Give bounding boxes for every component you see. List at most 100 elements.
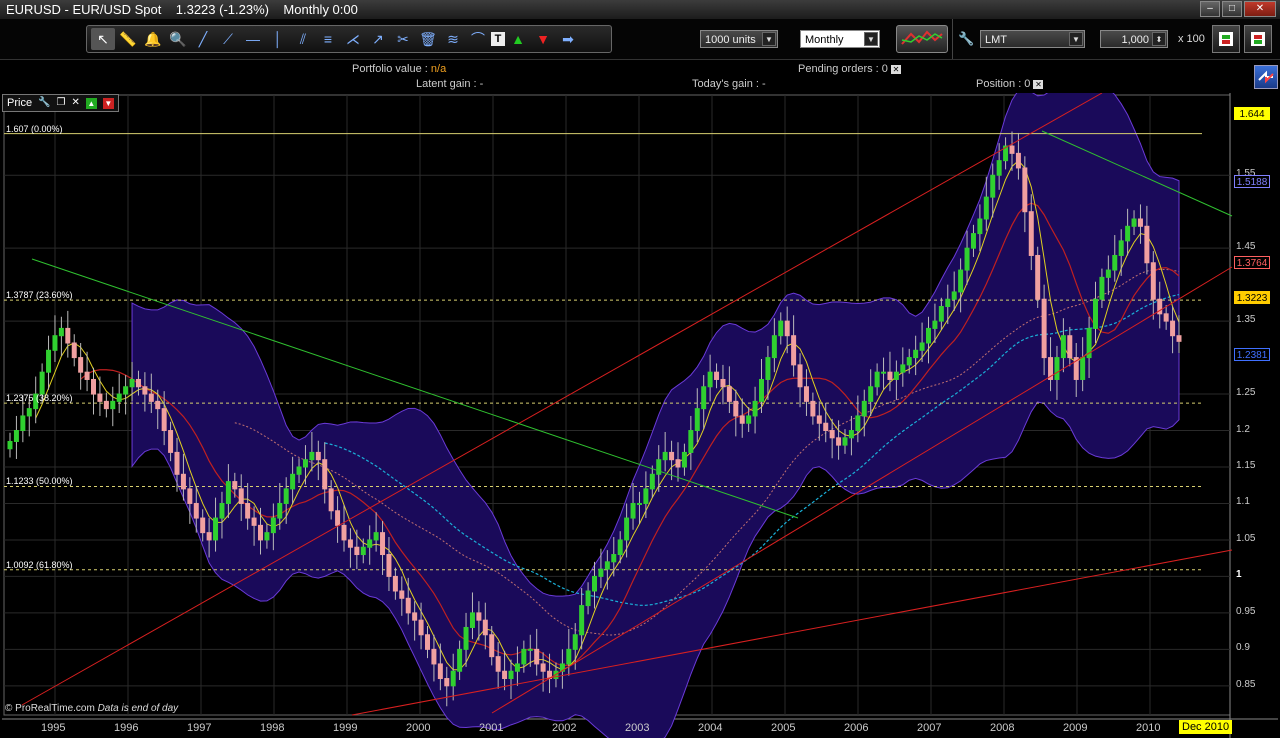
candle xyxy=(20,415,26,432)
time-tick-label: 1997 xyxy=(187,722,212,734)
fibonacci-arc-tool[interactable]: ⌒ xyxy=(471,31,485,47)
close-icon[interactable]: ✕ xyxy=(1033,80,1044,89)
candle xyxy=(123,386,129,395)
buy-order-button[interactable] xyxy=(1212,25,1240,53)
chevron-down-icon[interactable]: ▼ xyxy=(1069,32,1083,46)
candle xyxy=(219,502,225,519)
ray-tool[interactable]: ⟋ xyxy=(223,30,233,47)
move-up-icon[interactable]: ▲ xyxy=(85,97,97,109)
candle xyxy=(803,386,809,402)
price-tick-label: 0.85 xyxy=(1236,678,1256,690)
candle xyxy=(1060,335,1066,359)
price-tick-label: 1.15 xyxy=(1236,460,1256,471)
chevron-down-icon[interactable]: ▼ xyxy=(864,32,878,46)
candle xyxy=(630,502,636,519)
candle xyxy=(148,393,154,402)
candle xyxy=(1099,276,1105,300)
stepper-icon[interactable]: ⬍ xyxy=(1152,32,1166,46)
candle xyxy=(1118,240,1124,256)
fibonacci-tool[interactable]: ≡ xyxy=(323,31,333,47)
candle xyxy=(328,488,334,512)
candle xyxy=(1054,357,1060,380)
title-bar: EURUSD - EUR/USD Spot 1.3223 (-1.23%) Mo… xyxy=(0,0,1280,19)
more-tool[interactable]: ➡ xyxy=(562,30,574,47)
candle xyxy=(893,371,899,380)
amount-stepper[interactable]: 1,000 ⬍ xyxy=(1100,30,1168,48)
candle xyxy=(1170,320,1176,337)
delete-tool[interactable]: 🗑 xyxy=(419,30,437,47)
candle xyxy=(1086,327,1092,359)
candle xyxy=(78,357,84,373)
candle xyxy=(135,378,141,388)
channel-tool[interactable]: ⫽ xyxy=(299,30,307,47)
alert-tool[interactable]: 🔔 xyxy=(144,30,162,47)
candle xyxy=(71,342,77,359)
close-icon[interactable]: ✕ xyxy=(1244,1,1276,17)
candle xyxy=(1144,225,1150,264)
pointer-tool[interactable]: ↖ xyxy=(91,28,115,50)
order-type-select[interactable]: LMT ▼ xyxy=(980,30,1085,48)
line-tool[interactable]: ╱ xyxy=(198,30,208,47)
time-tick-label: 2006 xyxy=(844,722,869,734)
buy-arrow-tool[interactable]: ▲ xyxy=(511,31,525,47)
candle xyxy=(566,648,572,665)
latent-gain: Latent gain : - xyxy=(416,78,484,90)
candle xyxy=(964,247,970,271)
maximize-icon[interactable]: □ xyxy=(1222,1,1242,17)
candle xyxy=(33,393,39,410)
candle xyxy=(232,481,238,490)
candle xyxy=(797,364,803,388)
window-controls: – □ ✕ xyxy=(1200,1,1276,17)
minimize-icon[interactable]: – xyxy=(1200,1,1220,17)
candle xyxy=(1028,211,1034,256)
candle xyxy=(810,400,816,417)
arrow-tool[interactable]: ↗ xyxy=(372,30,384,47)
candle xyxy=(437,663,443,680)
sell-order-button[interactable] xyxy=(1244,25,1272,53)
move-down-icon[interactable]: ▼ xyxy=(102,97,114,109)
close-icon[interactable]: ✕ xyxy=(890,65,901,74)
window-icon[interactable]: ❐ xyxy=(56,97,66,108)
price-chart[interactable] xyxy=(2,93,1278,738)
candle xyxy=(91,378,96,395)
candle xyxy=(611,554,617,563)
candle xyxy=(315,451,321,461)
candle xyxy=(412,612,418,621)
chevron-down-icon[interactable]: ▼ xyxy=(762,32,776,46)
time-tick-label: 2002 xyxy=(552,722,577,734)
trend-line xyxy=(31,258,799,519)
sell-arrow-tool[interactable]: ▼ xyxy=(536,31,550,47)
candle xyxy=(881,371,887,374)
candle xyxy=(386,554,392,577)
candle xyxy=(585,590,591,607)
vertical-line-tool[interactable]: │ xyxy=(273,31,283,47)
candle xyxy=(1112,254,1118,271)
fibonacci-level-label: 1.607 (0.00%) xyxy=(6,123,63,134)
indicator-button[interactable] xyxy=(896,25,948,53)
time-tick-label: 2009 xyxy=(1063,722,1088,734)
wrench-icon[interactable]: 🔧 xyxy=(38,97,51,108)
candle xyxy=(187,488,193,504)
pitchfork-tool[interactable]: ⋌ xyxy=(346,30,360,47)
fibonacci-fan-tool[interactable]: ≋ xyxy=(447,30,459,47)
settings-tool[interactable]: ✂ xyxy=(397,30,409,47)
price-tick-label: 1.55 xyxy=(1236,168,1256,180)
candle xyxy=(765,357,771,380)
ruler-tool[interactable]: 📏 xyxy=(119,30,137,47)
candle xyxy=(1041,298,1047,359)
close-icon[interactable]: ✕ xyxy=(71,97,80,108)
quantity-select[interactable]: 1000 units ▼ xyxy=(700,30,778,48)
wrench-icon[interactable]: 🔧 xyxy=(958,31,975,46)
timeframe-select[interactable]: Monthly ▼ xyxy=(800,30,880,48)
text-tool[interactable]: T xyxy=(491,32,505,46)
horizontal-line-tool[interactable]: — xyxy=(246,31,260,47)
window-title: EURUSD - EUR/USD Spot 1.3223 (-1.23%) Mo… xyxy=(6,2,358,17)
candle xyxy=(116,393,122,402)
candle xyxy=(746,415,752,424)
candle xyxy=(46,349,52,373)
candle xyxy=(726,386,732,402)
refresh-button[interactable] xyxy=(1254,65,1278,89)
candle xyxy=(13,430,19,442)
price-tick-label: 1.2 xyxy=(1236,423,1250,435)
zoom-tool[interactable]: 🔍 xyxy=(169,30,187,47)
